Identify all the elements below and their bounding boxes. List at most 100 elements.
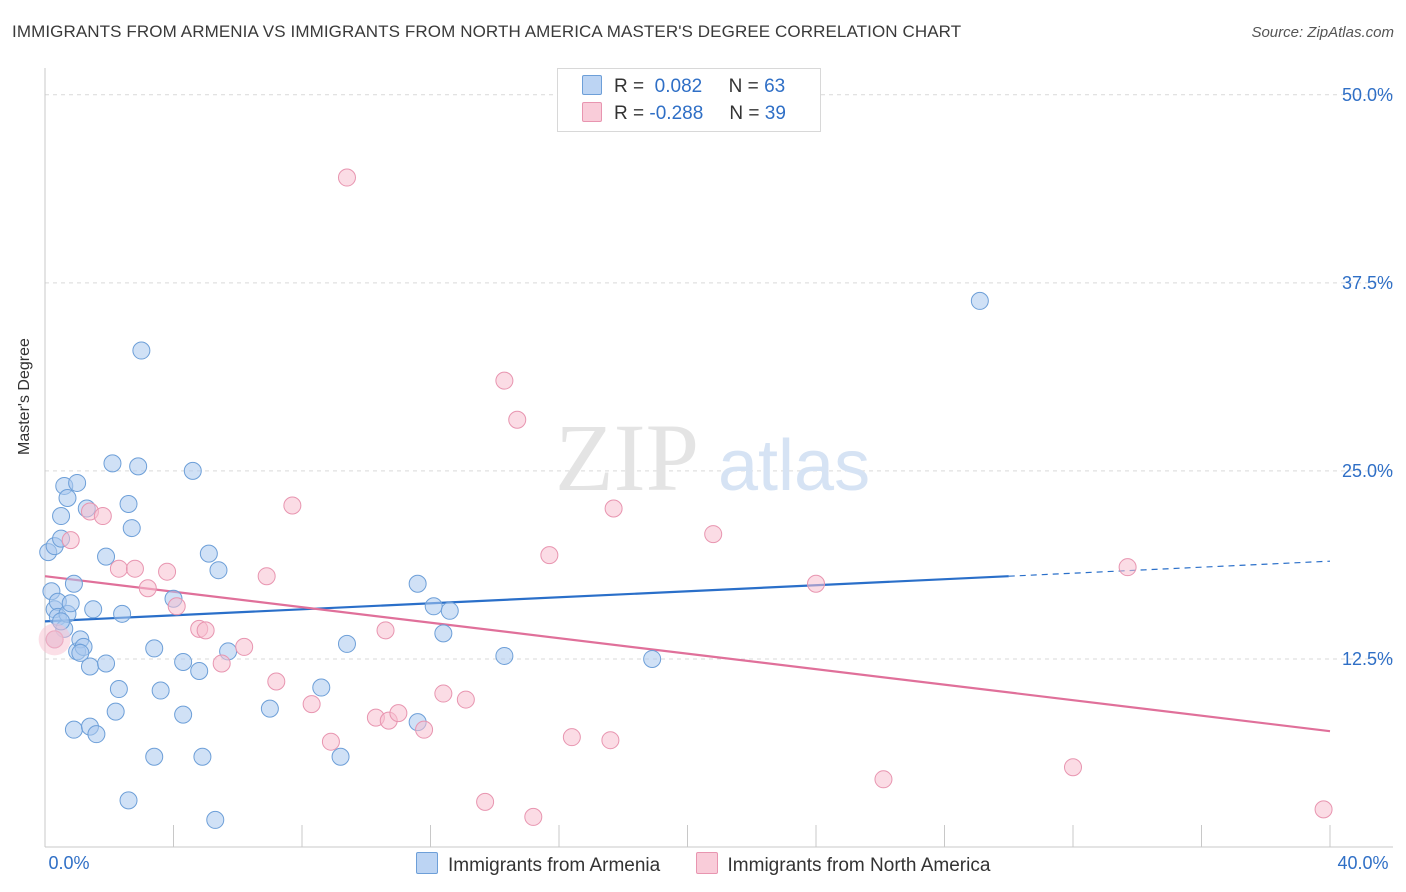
armenia-point: [183, 461, 202, 480]
legend-label: Immigrants from North America: [727, 855, 991, 876]
armenia-point: [71, 643, 90, 662]
north-america-point: [562, 728, 581, 747]
legend-r-label: R =: [614, 76, 645, 97]
stats-legend: R = 0.082 N = 63 R = -0.288 N = 39: [557, 68, 821, 132]
north-america-point: [495, 371, 514, 390]
north-america-point: [267, 672, 286, 691]
armenia-point: [260, 699, 279, 718]
north-america-point: [389, 704, 408, 723]
legend-swatch-blue: [582, 75, 602, 95]
source-label: Source: ZipAtlas.com: [1251, 24, 1394, 41]
north-america-point: [1064, 758, 1082, 777]
north-america-point: [1314, 800, 1333, 819]
watermark-atlas: atlas: [718, 426, 870, 506]
data-points: [38, 168, 1333, 829]
armenia-point: [193, 747, 212, 766]
armenia-point: [408, 574, 427, 593]
north-america-point: [524, 807, 543, 826]
armenia-point: [145, 639, 164, 658]
armenia-point: [174, 652, 193, 671]
armenia-point: [64, 574, 83, 593]
north-america-point: [302, 695, 321, 714]
armenia-point: [106, 702, 125, 721]
legend-n-label: N =: [728, 76, 759, 97]
armenia-point: [68, 473, 87, 492]
legend-row-armenia: R = 0.082 N = 63: [582, 75, 785, 101]
north-america-point: [167, 597, 186, 616]
armenia-point: [119, 791, 138, 810]
north-america-point: [476, 792, 495, 811]
armenia-point: [64, 720, 83, 739]
armenia-point: [113, 604, 132, 623]
armenia-point: [132, 341, 151, 360]
axis-tick-labels: 12.5% 25.0% 37.5% 50.0% 0.0% 40.0%: [48, 85, 1393, 873]
armenia-point: [103, 454, 122, 473]
y-tick-label: 12.5%: [1342, 649, 1393, 669]
north-america-point: [434, 684, 453, 703]
x-tick-label: 40.0%: [1337, 853, 1388, 873]
armenia-trend-line: [44, 575, 1009, 623]
legend-n-value: 39: [764, 103, 786, 124]
north-america-point: [93, 507, 112, 526]
armenia-point: [495, 646, 514, 665]
armenia-point: [331, 747, 350, 766]
legend-item-armenia[interactable]: Immigrants from Armenia: [416, 852, 660, 877]
legend-swatch-pink: [695, 852, 718, 874]
watermark-zip: ZIP: [555, 404, 699, 511]
legend-label: Immigrants from Armenia: [448, 855, 661, 876]
armenia-point: [199, 544, 218, 563]
north-america-point: [321, 732, 340, 751]
north-america-point: [456, 690, 475, 709]
north-america-point: [61, 531, 80, 550]
gridlines: [45, 94, 1393, 660]
north-america-point: [196, 621, 215, 640]
armenia-point: [424, 597, 443, 616]
north-america-point: [283, 496, 302, 515]
north-america-trend-line: [44, 575, 1331, 733]
armenia-point: [119, 494, 138, 513]
y-tick-label: 50.0%: [1342, 85, 1393, 105]
armenia-point: [97, 547, 116, 566]
north-america-point: [212, 654, 231, 673]
armenia-point: [61, 594, 80, 613]
legend-swatch-blue: [416, 852, 438, 874]
trend-lines: [44, 560, 1331, 733]
x-tick-label: 0.0%: [48, 853, 89, 873]
armenia-point: [122, 519, 141, 538]
north-america-point: [376, 621, 395, 640]
armenia-point: [337, 634, 356, 653]
y-tick-label: 37.5%: [1342, 273, 1393, 293]
legend-r-label: R =: [614, 103, 645, 124]
north-america-point: [38, 623, 71, 656]
north-america-point: [1118, 558, 1137, 577]
north-america-point: [138, 579, 157, 598]
series-legend: Immigrants from Armenia Immigrants from …: [416, 852, 1020, 877]
legend-r-value: -0.288: [649, 103, 704, 124]
armenia-point: [434, 624, 453, 643]
legend-item-north-america[interactable]: Immigrants from North America: [695, 852, 991, 877]
north-america-point: [125, 559, 144, 578]
legend-swatch-pink: [582, 102, 602, 122]
armenia-point: [440, 601, 459, 620]
north-america-point: [874, 770, 893, 789]
armenia-point: [87, 725, 106, 744]
armenia-point: [970, 291, 989, 310]
north-america-point: [601, 731, 620, 750]
armenia-point: [151, 681, 170, 700]
armenia-point: [52, 507, 71, 526]
legend-n-label: N =: [729, 103, 760, 124]
north-america-point: [540, 546, 559, 565]
north-america-point: [257, 567, 276, 586]
legend-n-value: 63: [764, 76, 786, 97]
axes: [44, 68, 1393, 848]
chart-title: IMMIGRANTS FROM ARMENIA VS IMMIGRANTS FR…: [12, 22, 962, 41]
armenia-point: [643, 649, 662, 668]
north-america-point: [807, 574, 825, 593]
y-tick-label: 25.0%: [1342, 461, 1393, 481]
north-america-point: [415, 720, 434, 739]
armenia-point: [145, 747, 164, 766]
armenia-point: [206, 810, 225, 829]
legend-row-north-america: R = -0.288 N = 39: [582, 102, 786, 128]
armenia-point: [209, 561, 228, 580]
armenia-point: [129, 457, 148, 476]
